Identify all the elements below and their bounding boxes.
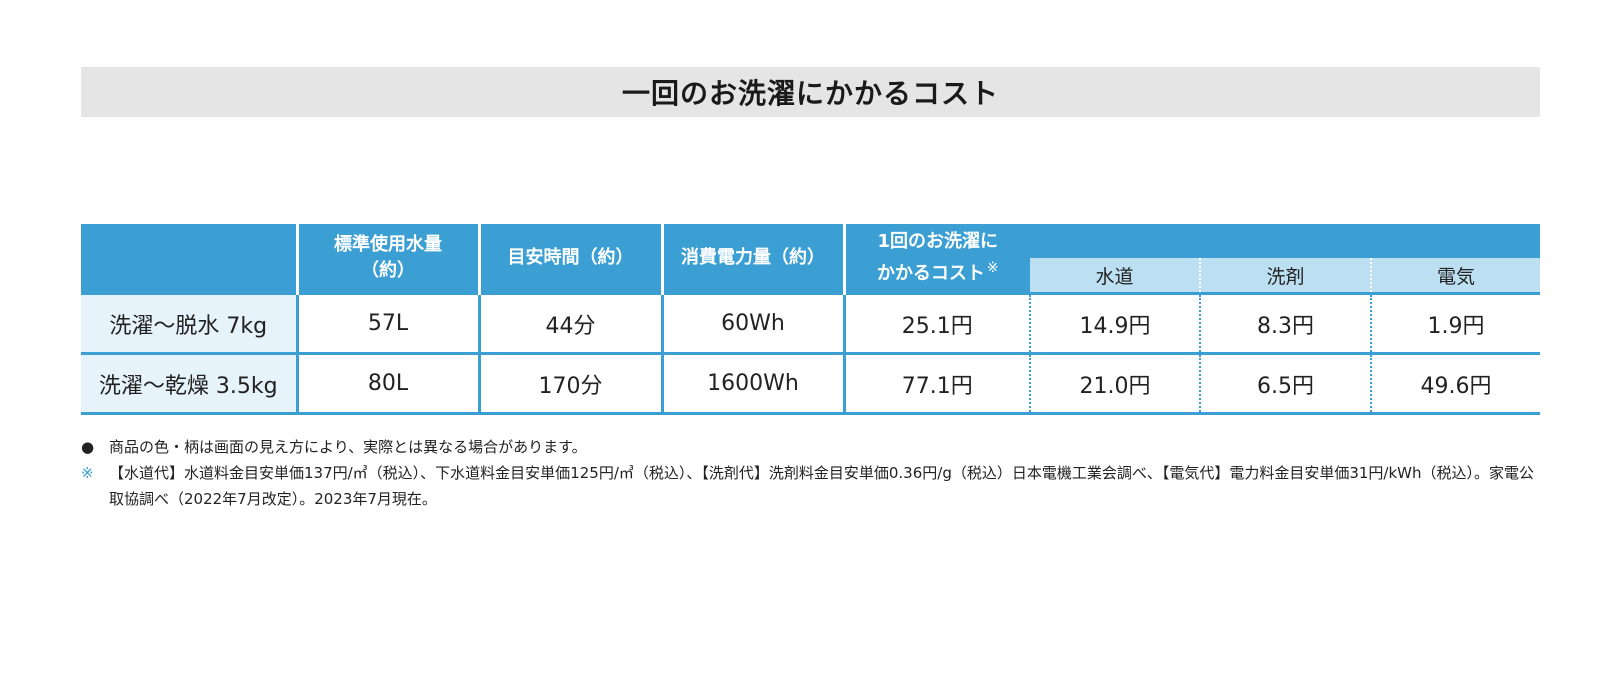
cell-time: 44分: [477, 292, 662, 354]
header-sub-detergent: 洗剤: [1199, 258, 1371, 294]
cell-electric-cost: 49.6円: [1370, 352, 1540, 415]
cell-water-cost: 14.9円: [1029, 292, 1200, 354]
cell-detergent-cost: 6.5円: [1199, 352, 1371, 415]
row-label: 洗濯～乾燥 3.5kg: [81, 352, 297, 415]
cell-power: 60Wh: [660, 292, 844, 354]
header-breakdown-band: [1030, 224, 1540, 258]
header-power: 消費電力量（約）: [660, 224, 844, 294]
reference-mark-icon: ※: [81, 464, 94, 482]
table-row: 洗濯～乾燥 3.5kg 80L 170分 1600Wh 77.1円 21.0円 …: [81, 352, 1540, 415]
cell-water: 80L: [295, 352, 479, 415]
title-bar: 一回のお洗濯にかかるコスト: [81, 67, 1540, 117]
cell-power: 1600Wh: [660, 352, 844, 415]
header-sub-electric: 電気: [1370, 258, 1540, 294]
cell-detergent-cost: 8.3円: [1199, 292, 1371, 354]
header-cost-note-mark: ※: [986, 260, 999, 276]
cell-electric-cost: 1.9円: [1370, 292, 1540, 354]
footnote-display: ● 商品の色・柄は画面の見え方により、実際とは異なる場合があります。: [81, 434, 1540, 460]
cell-water-cost: 21.0円: [1029, 352, 1200, 415]
header-cost-line2: かかるコスト: [876, 263, 985, 284]
header-sub-water: 水道: [1030, 258, 1200, 294]
cell-time: 170分: [477, 352, 662, 415]
footnote-text: 【水道代】水道料金目安単価137円/㎥（税込）、下水道料金目安単価125円/㎥（…: [109, 464, 1535, 508]
row-label: 洗濯～脱水 7kg: [81, 292, 297, 354]
bullet-icon: ●: [81, 438, 95, 456]
table-row: 洗濯～脱水 7kg 57L 44分 60Wh 25.1円 14.9円 8.3円 …: [81, 292, 1540, 354]
cost-table: 標準使用水量 （約） 目安時間（約） 消費電力量（約） 1回のお洗濯に かかるコ…: [81, 224, 1540, 415]
footnotes: ● 商品の色・柄は画面の見え方により、実際とは異なる場合があります。 ※ 【水道…: [81, 434, 1540, 512]
header-cost: 1回のお洗濯に かかるコスト ※: [842, 224, 1030, 294]
header-cost-line1: 1回のお洗濯に: [877, 231, 999, 252]
header-corner: [81, 224, 297, 294]
footnote-text: 商品の色・柄は画面の見え方により、実際とは異なる場合があります。: [109, 438, 587, 456]
cell-cost: 77.1円: [842, 352, 1030, 415]
header-water-usage: 標準使用水量 （約）: [295, 224, 479, 294]
header-time: 目安時間（約）: [477, 224, 662, 294]
page-title: 一回のお洗濯にかかるコスト: [621, 77, 999, 110]
footnote-cost-basis: ※ 【水道代】水道料金目安単価137円/㎥（税込）、下水道料金目安単価125円/…: [81, 460, 1540, 512]
cell-water: 57L: [295, 292, 479, 354]
cell-cost: 25.1円: [842, 292, 1030, 354]
